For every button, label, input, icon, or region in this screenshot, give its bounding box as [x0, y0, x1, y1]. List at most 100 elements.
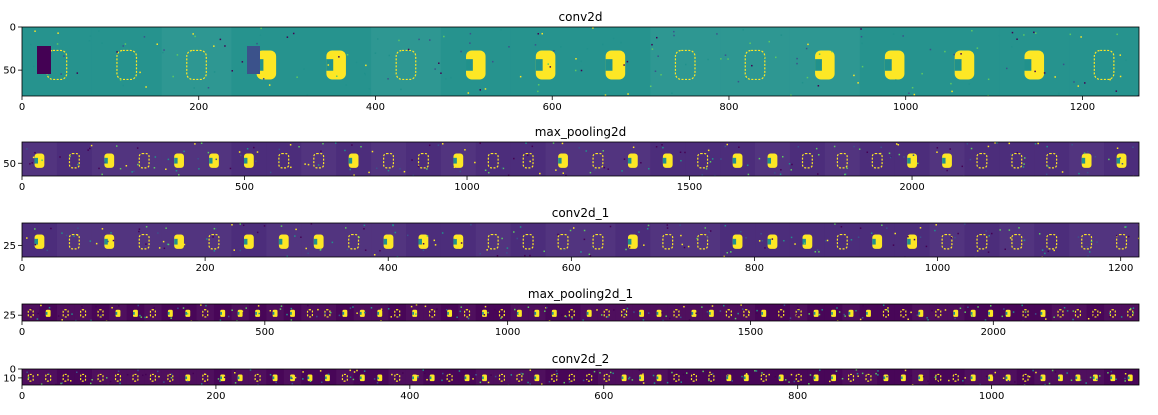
activation-speckle: [555, 370, 558, 372]
activation-speckle: [1137, 237, 1139, 240]
activation-speckle: [56, 43, 59, 45]
activation-speckle: [1070, 379, 1073, 382]
activation-speckle: [994, 142, 996, 144]
feature-tile: [74, 304, 92, 321]
activation-speckle: [176, 54, 179, 56]
activation-speckle: [1116, 234, 1118, 237]
activation-speckle: [89, 147, 91, 150]
activation-speckle: [679, 224, 681, 226]
x-tick-label: 400: [400, 391, 419, 402]
activation-speckle: [1127, 235, 1130, 238]
activation-blob: [272, 309, 278, 317]
activation-speckle: [838, 311, 841, 313]
activation-speckle: [418, 38, 420, 41]
activation-speckle: [145, 243, 147, 245]
activation-speckle: [768, 373, 770, 376]
activation-speckle: [194, 143, 196, 145]
activation-speckle: [269, 309, 272, 312]
activation-core: [1040, 311, 1043, 315]
activation-speckle: [73, 235, 75, 237]
activation-speckle: [310, 223, 313, 225]
activation-core: [185, 376, 188, 380]
activation-blob: [907, 153, 917, 168]
activation-blob: [970, 309, 976, 317]
activation-speckle: [709, 230, 712, 232]
feature-tile: [74, 369, 91, 385]
x-tick-label: 0: [19, 391, 25, 402]
activation-speckle: [484, 169, 487, 172]
activation-speckle: [877, 370, 879, 372]
activation-core: [627, 238, 632, 245]
activation-speckle: [1079, 379, 1082, 381]
activation-speckle: [1125, 226, 1127, 228]
activation-speckle: [387, 169, 390, 172]
activation-speckle: [712, 372, 714, 375]
activation-speckle: [640, 162, 642, 164]
activation-speckle: [797, 309, 800, 312]
activation-speckle: [648, 167, 650, 170]
activation-blob: [673, 373, 680, 382]
activation-core: [907, 157, 911, 164]
activation-blob: [970, 374, 976, 382]
activation-speckle: [486, 249, 488, 251]
x-tick-label: 1500: [738, 327, 763, 338]
activation-speckle: [1045, 173, 1048, 176]
activation-speckle: [582, 319, 584, 321]
activation-speckle: [89, 240, 92, 242]
activation-speckle: [417, 165, 420, 168]
activation-speckle: [919, 227, 922, 229]
activation-speckle: [1047, 250, 1050, 253]
activation-core: [244, 157, 248, 164]
activation-blob: [954, 50, 975, 80]
activation-speckle: [57, 315, 60, 317]
activation-speckle: [628, 246, 631, 248]
activation-blob: [848, 309, 854, 317]
feature-tile: [423, 304, 441, 321]
activation-speckle: [564, 315, 567, 317]
activation-speckle: [609, 371, 612, 374]
activation-core: [918, 376, 921, 380]
activation-speckle: [122, 84, 124, 87]
activation-speckle: [591, 246, 593, 249]
activation-speckle: [537, 90, 539, 93]
activation-blob: [603, 373, 610, 382]
activation-speckle: [363, 228, 365, 230]
activation-speckle: [513, 231, 515, 233]
activation-speckle: [269, 373, 272, 376]
activation-core: [383, 238, 388, 245]
activation-blob: [831, 309, 837, 317]
activation-speckle: [984, 319, 987, 321]
activation-speckle: [1124, 226, 1126, 228]
activation-speckle: [889, 156, 892, 159]
activation-blob: [256, 50, 277, 80]
activation-speckle: [628, 377, 630, 380]
feature-tile: [650, 27, 721, 96]
activation-speckle: [673, 30, 675, 33]
activation-speckle: [582, 379, 585, 382]
activation-speckle: [634, 154, 636, 156]
activation-speckle: [623, 64, 625, 66]
activation-speckle: [192, 33, 194, 35]
activation-speckle: [368, 88, 371, 90]
feature-tile: [22, 27, 92, 96]
activation-speckle: [855, 309, 857, 312]
activation-speckle: [242, 224, 245, 227]
activation-speckle: [999, 229, 1001, 231]
activation-speckle: [1061, 171, 1064, 173]
activation-speckle: [441, 379, 443, 382]
activation-speckle: [565, 174, 567, 176]
activation-speckle: [1110, 370, 1113, 373]
activation-speckle: [950, 236, 953, 239]
activation-speckle: [683, 305, 685, 308]
activation-speckle: [257, 383, 259, 385]
activation-speckle: [459, 170, 462, 173]
activation-speckle: [557, 233, 559, 236]
activation-speckle: [206, 381, 209, 384]
activation-speckle: [1005, 67, 1008, 70]
activation-speckle: [1054, 76, 1056, 78]
activation-speckle: [529, 160, 531, 163]
activation-speckle: [213, 227, 216, 230]
activation-speckle: [643, 244, 645, 246]
activation-speckle: [136, 147, 139, 149]
activation-speckle: [89, 35, 92, 37]
